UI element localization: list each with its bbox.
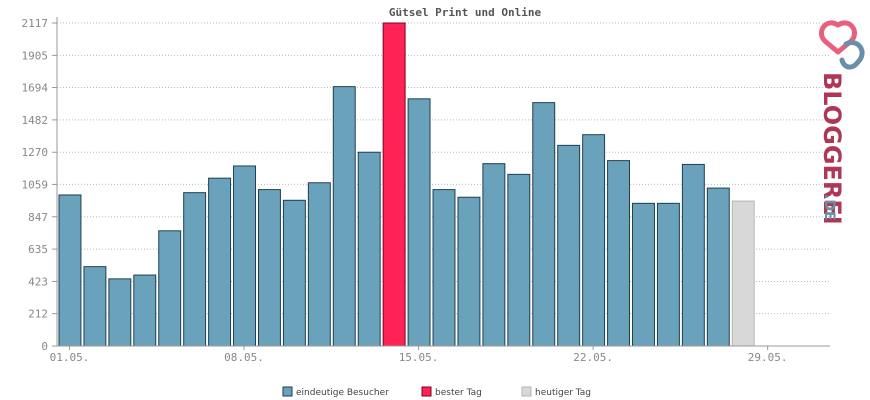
- bar: [257, 189, 281, 347]
- bar: [457, 196, 481, 347]
- bar: [681, 163, 705, 347]
- bar: [208, 177, 232, 347]
- bar: [83, 266, 107, 347]
- x-tick-label: 22.05.: [573, 351, 613, 364]
- bar: [233, 165, 256, 347]
- bar: [282, 199, 306, 347]
- y-tick-label: 212: [28, 308, 48, 321]
- x-tick-label: 08.05.: [224, 351, 264, 364]
- bar: [507, 173, 531, 347]
- bar: [557, 144, 581, 347]
- y-tick-label: 0: [41, 340, 48, 353]
- bloggerei-logo-text: BLOGGEREI: [818, 72, 846, 225]
- x-axis-ticks: 01.05. 08.05. 15.05. 22.05. 29.05.: [50, 346, 788, 364]
- bar-best-day: [382, 22, 406, 347]
- bar: [407, 98, 431, 347]
- y-tick-label: 847: [28, 211, 48, 224]
- bloggerei-symbol-icon: [819, 20, 865, 70]
- y-tick-label: 1694: [22, 82, 49, 95]
- bar: [532, 102, 556, 347]
- x-tick-label: 15.05.: [399, 351, 439, 364]
- y-axis-ticks: 0 212 423 635 847 1059 1270 1482 1694 1905 2117: [22, 17, 57, 353]
- y-tick-label: 635: [28, 243, 48, 256]
- y-tick-label: 1059: [22, 178, 49, 191]
- bar: [632, 202, 655, 347]
- bar: [656, 202, 680, 347]
- bar: [357, 151, 381, 347]
- bar: [133, 274, 157, 347]
- legend-swatch: [282, 386, 293, 397]
- y-tick-label: 423: [28, 275, 48, 288]
- bloggerei-logo: BLOGGEREI .DE: [818, 20, 865, 225]
- y-tick-label: 1905: [22, 49, 49, 62]
- bar: [183, 192, 207, 347]
- bar: [582, 134, 606, 347]
- y-tick-label: 2117: [22, 17, 49, 30]
- legend: eindeutige Besucher bester Tag heutiger Ta…: [282, 386, 591, 398]
- bar: [706, 187, 730, 347]
- legend-swatch: [521, 386, 532, 397]
- legend-label: bester Tag: [435, 388, 482, 398]
- y-tick-label: 1482: [22, 114, 49, 127]
- x-tick-label: 29.05.: [748, 351, 788, 364]
- bar: [482, 163, 506, 347]
- legend-label: heutiger Tag: [535, 388, 591, 398]
- legend-swatch: [421, 386, 432, 397]
- y-tick-label: 1270: [22, 146, 49, 159]
- bar: [607, 160, 631, 347]
- axes: [52, 17, 830, 347]
- bar: [332, 86, 356, 347]
- x-tick-label: 01.05.: [50, 351, 90, 364]
- bar: [108, 278, 132, 347]
- bar: [432, 189, 456, 347]
- bar: [158, 230, 182, 347]
- bar-today: [731, 200, 755, 347]
- bar: [307, 182, 331, 347]
- legend-label: eindeutige Besucher: [296, 388, 389, 398]
- bar: [58, 194, 82, 347]
- chart-title: Gütsel Print und Online: [389, 6, 542, 19]
- bars: [58, 22, 755, 347]
- bloggerei-logo-tld: .DE: [821, 194, 837, 221]
